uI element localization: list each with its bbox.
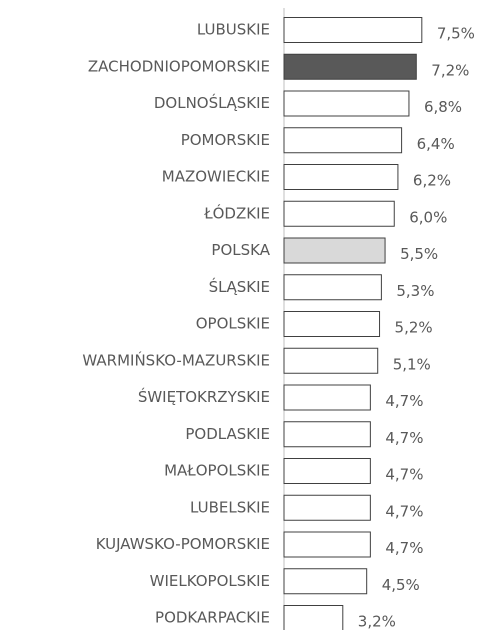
category-label: POMORSKIE (181, 131, 270, 149)
bar (283, 421, 371, 448)
category-label: ŚWIĘTOKRZYSKIE (138, 387, 270, 406)
bar (283, 494, 371, 521)
bar (283, 53, 417, 80)
category-label: DOLNOŚLĄSKIE (154, 93, 270, 112)
bar (283, 17, 423, 43)
value-label: 7,2% (431, 61, 469, 79)
bar (283, 274, 382, 301)
category-label: OPOLSKIE (196, 315, 270, 333)
value-label: 5,5% (400, 245, 438, 263)
value-label: 6,0% (409, 208, 447, 226)
bar (283, 90, 410, 117)
category-label: WARMIŃSKO-MAZURSKIE (82, 350, 270, 369)
bar (283, 311, 381, 337)
category-label: ŁÓDZKIE (203, 203, 270, 222)
bar (283, 531, 371, 558)
category-label: KUJAWSKO-POMORSKIE (96, 535, 270, 553)
category-label: PODKARPACKIE (155, 609, 270, 627)
bar (283, 127, 403, 154)
value-label: 3,2% (358, 613, 396, 630)
value-label: 6,2% (413, 172, 451, 190)
value-label: 4,7% (385, 429, 423, 447)
category-label: MAŁOPOLSKIE (164, 462, 270, 480)
bar (283, 200, 395, 227)
bar (283, 237, 386, 264)
category-label: ZACHODNIOPOMORSKIE (88, 57, 270, 75)
category-label: POLSKA (211, 241, 270, 259)
category-label: LUBELSKIE (190, 498, 270, 516)
value-label: 4,7% (385, 539, 423, 557)
category-label: ŚLĄSKIE (209, 277, 270, 296)
bar (283, 347, 379, 374)
category-label: PODLASKIE (185, 425, 270, 443)
category-label: LUBUSKIE (197, 21, 270, 39)
bar (283, 568, 368, 595)
value-label: 4,5% (382, 576, 420, 594)
category-label: MAZOWIECKIE (162, 168, 270, 186)
value-label: 5,3% (396, 282, 434, 300)
bar (283, 164, 399, 190)
value-label: 6,8% (424, 98, 462, 116)
bar (283, 605, 344, 630)
value-label: 5,2% (395, 319, 433, 337)
value-label: 6,4% (417, 135, 455, 153)
value-label: 4,7% (385, 466, 423, 484)
value-label: 4,7% (385, 502, 423, 520)
bar (283, 384, 371, 411)
value-label: 4,7% (385, 392, 423, 410)
category-label: WIELKOPOLSKIE (150, 572, 270, 590)
bar (283, 458, 371, 484)
value-label: 5,1% (393, 355, 431, 373)
value-label: 7,5% (437, 25, 475, 43)
